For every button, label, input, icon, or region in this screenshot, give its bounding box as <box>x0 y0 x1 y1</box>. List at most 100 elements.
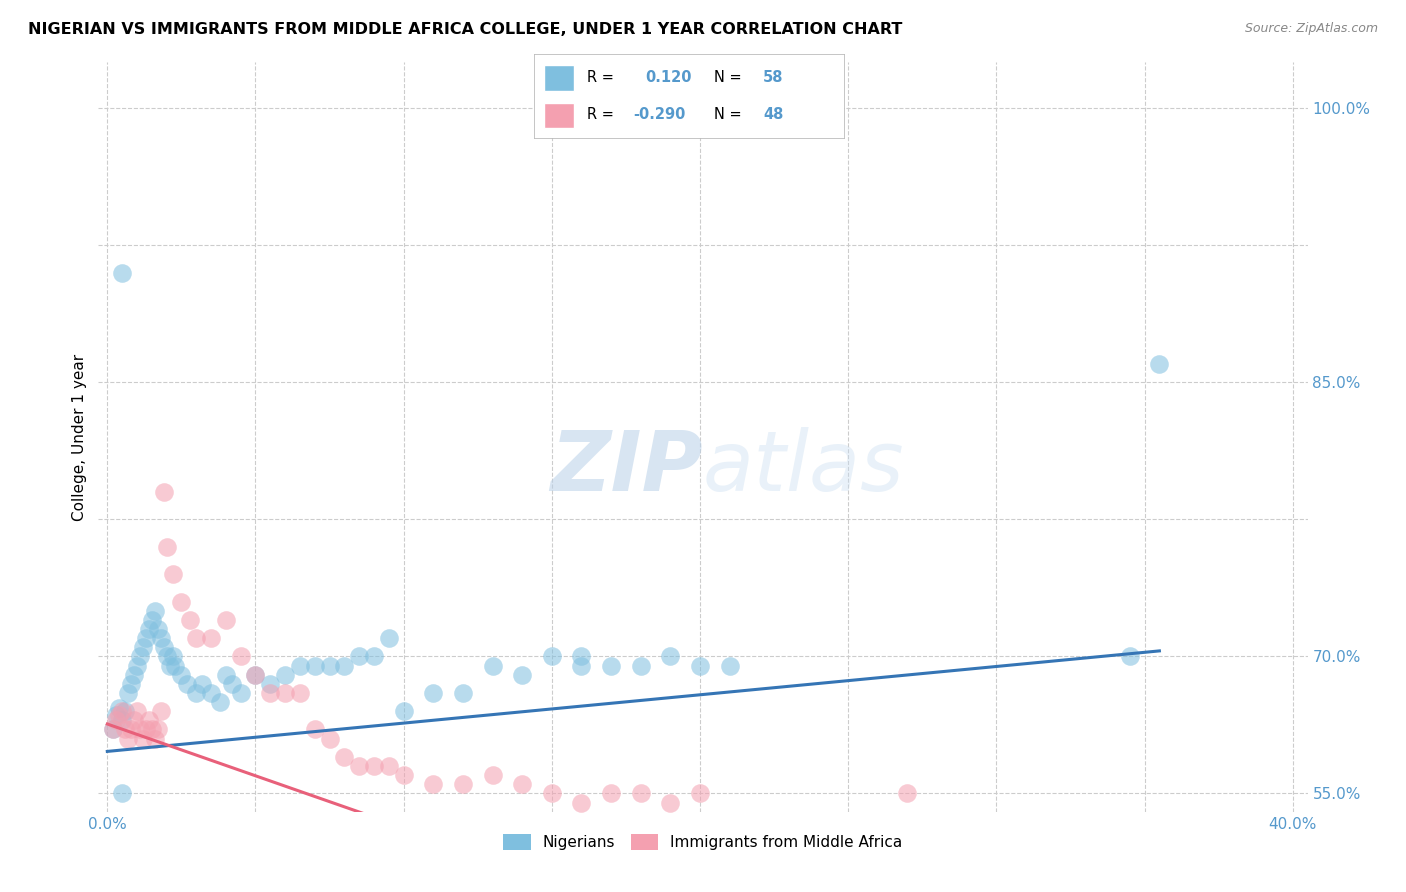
Point <box>143 604 166 618</box>
Point <box>208 695 231 709</box>
Point <box>120 723 142 737</box>
Point <box>318 658 340 673</box>
Point <box>221 677 243 691</box>
Point <box>141 613 163 627</box>
Point <box>200 631 222 645</box>
Point <box>274 686 297 700</box>
Text: 0.120: 0.120 <box>645 70 692 85</box>
Point <box>318 731 340 746</box>
Point <box>170 594 193 608</box>
Point <box>363 649 385 664</box>
Point <box>333 658 356 673</box>
Point <box>571 649 593 664</box>
Point <box>135 723 157 737</box>
Point <box>571 658 593 673</box>
Point <box>540 649 562 664</box>
Text: Source: ZipAtlas.com: Source: ZipAtlas.com <box>1244 22 1378 36</box>
Point <box>245 667 267 681</box>
Point <box>155 649 177 664</box>
Text: 58: 58 <box>763 70 783 85</box>
Point <box>422 686 444 700</box>
Point <box>378 631 401 645</box>
Point <box>363 759 385 773</box>
Point <box>143 731 166 746</box>
Point <box>159 658 181 673</box>
Point <box>135 631 157 645</box>
Point <box>510 777 533 791</box>
Point <box>347 759 370 773</box>
Point <box>152 484 174 499</box>
Point <box>245 667 267 681</box>
Point <box>138 622 160 636</box>
Point <box>149 631 172 645</box>
Point <box>274 667 297 681</box>
Point <box>132 731 155 746</box>
Text: N =: N = <box>714 107 747 122</box>
Point <box>481 658 503 673</box>
Text: N =: N = <box>714 70 747 85</box>
Point <box>451 777 474 791</box>
Text: R =: R = <box>586 70 619 85</box>
Point <box>114 704 136 718</box>
Point <box>659 649 682 664</box>
Point <box>179 613 201 627</box>
Point <box>146 622 169 636</box>
Point <box>125 704 148 718</box>
Bar <box>544 65 575 91</box>
Point <box>288 658 311 673</box>
Point <box>200 686 222 700</box>
Point <box>108 707 131 722</box>
Point <box>229 686 252 700</box>
Point <box>540 787 562 801</box>
Point <box>129 723 152 737</box>
Point <box>422 777 444 791</box>
Text: R =: R = <box>586 107 619 122</box>
Point <box>149 704 172 718</box>
Point <box>259 677 281 691</box>
Point <box>215 667 238 681</box>
Point <box>176 677 198 691</box>
Point <box>630 658 652 673</box>
Point <box>125 658 148 673</box>
Point <box>111 704 134 718</box>
Point <box>689 787 711 801</box>
Point <box>165 658 187 673</box>
Point <box>108 700 131 714</box>
Point <box>103 723 125 737</box>
Point <box>155 540 177 554</box>
Point <box>392 704 415 718</box>
Point <box>162 567 184 582</box>
Point <box>141 723 163 737</box>
Point <box>600 658 623 673</box>
Point <box>170 667 193 681</box>
Point <box>138 714 160 728</box>
Point <box>162 649 184 664</box>
Text: -0.290: -0.290 <box>633 107 686 122</box>
Text: 48: 48 <box>763 107 783 122</box>
Point <box>105 707 128 722</box>
Point <box>1119 649 1142 664</box>
Point <box>392 768 415 782</box>
Point <box>659 796 682 810</box>
Point <box>304 658 326 673</box>
Point <box>630 787 652 801</box>
Point <box>215 613 238 627</box>
Point <box>304 723 326 737</box>
Point <box>481 768 503 782</box>
Point <box>117 686 139 700</box>
Point <box>600 787 623 801</box>
Point <box>718 658 741 673</box>
Point <box>333 750 356 764</box>
Point <box>186 686 208 700</box>
Point <box>111 266 134 280</box>
Point <box>451 686 474 700</box>
Point <box>146 723 169 737</box>
Point <box>103 723 125 737</box>
Text: atlas: atlas <box>703 426 904 508</box>
Point <box>510 667 533 681</box>
Point <box>1149 357 1171 371</box>
Y-axis label: College, Under 1 year: College, Under 1 year <box>72 353 87 521</box>
Point <box>347 649 370 664</box>
Point <box>186 631 208 645</box>
Point <box>896 787 918 801</box>
